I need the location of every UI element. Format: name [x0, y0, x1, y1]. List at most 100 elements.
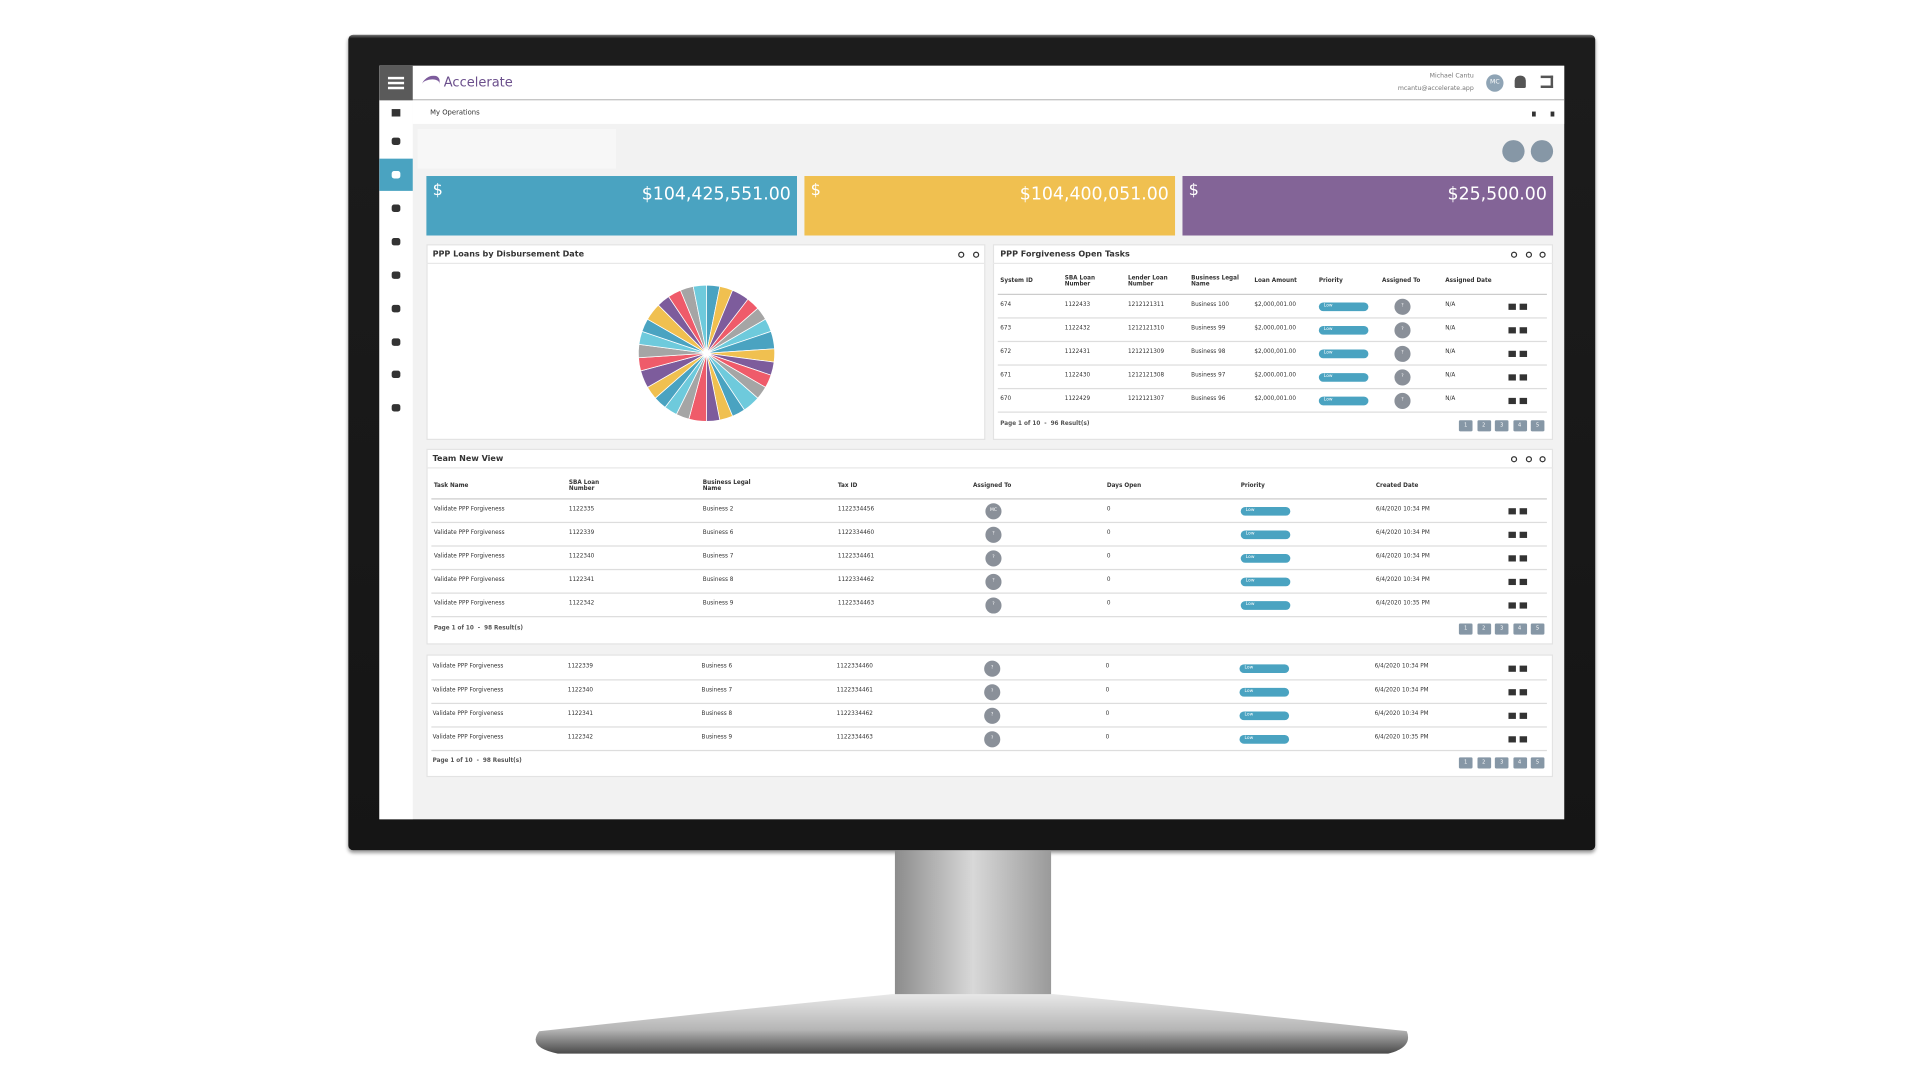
row-rule: [431, 568, 1547, 570]
priority-select[interactable]: [1240, 600, 1291, 610]
panel-control[interactable]: [1525, 250, 1533, 258]
panel-control[interactable]: [973, 250, 980, 258]
refresh-button[interactable]: [1502, 140, 1525, 163]
cell: 1122335: [568, 506, 595, 513]
row-action[interactable]: [1508, 712, 1516, 719]
page-button[interactable]: [1530, 622, 1545, 635]
cell: Business 7: [702, 553, 734, 560]
row-action[interactable]: [1508, 578, 1516, 585]
sidebar-icon[interactable]: [391, 109, 401, 117]
row-action[interactable]: [1519, 735, 1528, 742]
page-button[interactable]: [1458, 622, 1473, 635]
priority-select[interactable]: [1239, 734, 1290, 744]
row-action[interactable]: [1519, 554, 1528, 561]
sidebar-icon[interactable]: [391, 271, 401, 279]
row-action[interactable]: [1519, 712, 1528, 719]
header-rule: [997, 293, 1547, 296]
row-action[interactable]: [1508, 350, 1516, 357]
row-action[interactable]: [1508, 326, 1516, 333]
panel-control[interactable]: [1539, 250, 1546, 258]
page-button[interactable]: [1458, 419, 1473, 431]
column-header: Business Legal Name: [1191, 275, 1239, 288]
priority-select[interactable]: [1239, 687, 1290, 696]
row-action[interactable]: [1508, 507, 1516, 514]
column-header: Assigned To: [973, 483, 1012, 490]
page-button[interactable]: [1512, 419, 1527, 431]
row-action[interactable]: [1519, 688, 1528, 695]
row-action[interactable]: [1519, 303, 1528, 310]
nav-next[interactable]: [1550, 111, 1555, 117]
cell: Business 9: [702, 600, 734, 607]
priority-select[interactable]: [1318, 348, 1369, 358]
priority-select[interactable]: [1240, 576, 1291, 586]
panel-control[interactable]: [958, 250, 965, 258]
priority-select[interactable]: [1240, 529, 1291, 539]
page-button[interactable]: [1476, 622, 1491, 635]
panel-title: PPP Forgiveness Open Tasks: [1000, 248, 1130, 259]
row-action[interactable]: [1519, 601, 1528, 608]
page-button[interactable]: [1512, 622, 1527, 635]
priority-select[interactable]: [1318, 301, 1369, 311]
assignee-avatar: [984, 660, 1001, 677]
page-button[interactable]: [1458, 756, 1473, 768]
row-action[interactable]: [1508, 601, 1516, 608]
sidebar-icon[interactable]: [391, 204, 401, 212]
cell: 1122334463: [836, 734, 873, 741]
page-button[interactable]: [1494, 622, 1509, 635]
row-action[interactable]: [1508, 303, 1516, 310]
sidebar-icon[interactable]: [391, 404, 401, 412]
row-action[interactable]: [1508, 664, 1516, 672]
panel-control[interactable]: [1510, 455, 1518, 462]
sidebar-icon[interactable]: [391, 171, 401, 179]
row-action[interactable]: [1508, 531, 1516, 538]
cell: 0: [1106, 577, 1111, 584]
page-button[interactable]: [1494, 419, 1509, 431]
panel-rule: [426, 467, 1554, 469]
priority-select[interactable]: [1318, 372, 1369, 382]
bell-icon[interactable]: [1514, 75, 1526, 89]
page-button[interactable]: [1476, 419, 1491, 431]
cell: Validate PPP Forgiveness: [432, 734, 504, 741]
panel-control[interactable]: [1510, 250, 1518, 258]
page-button[interactable]: [1476, 756, 1491, 768]
monitor-neck: [894, 850, 1052, 1000]
sidebar-icon[interactable]: [391, 237, 401, 246]
sidebar-icon[interactable]: [391, 370, 401, 379]
panel-control[interactable]: [1525, 455, 1533, 462]
logout-icon[interactable]: [1540, 75, 1554, 89]
row-action[interactable]: [1519, 578, 1528, 585]
row-action[interactable]: [1508, 397, 1516, 404]
priority-select[interactable]: [1239, 663, 1290, 673]
priority-select[interactable]: [1318, 325, 1369, 335]
row-action[interactable]: [1519, 531, 1528, 538]
priority-select[interactable]: [1239, 710, 1290, 720]
row-action[interactable]: [1519, 350, 1528, 357]
cell: 0: [1106, 506, 1111, 513]
row-action[interactable]: [1508, 688, 1516, 695]
nav-prev[interactable]: [1532, 111, 1536, 117]
panel-control[interactable]: [1539, 455, 1546, 462]
cell: 0: [1106, 530, 1111, 537]
priority-select[interactable]: [1318, 396, 1369, 405]
sidebar-icon[interactable]: [391, 338, 401, 346]
sidebar-icon[interactable]: [391, 304, 401, 313]
row-action[interactable]: [1508, 373, 1516, 380]
row-action[interactable]: [1519, 507, 1528, 514]
page-button[interactable]: [1494, 756, 1509, 768]
row-action[interactable]: [1519, 397, 1528, 404]
row-action[interactable]: [1508, 735, 1516, 742]
page-button[interactable]: [1530, 419, 1545, 431]
assignee: ?: [991, 664, 994, 670]
priority-select[interactable]: [1240, 553, 1291, 563]
page-button[interactable]: [1530, 756, 1545, 768]
settings-button[interactable]: [1530, 140, 1554, 163]
sidebar-icon[interactable]: [391, 137, 401, 146]
assignee-avatar: [984, 683, 1001, 700]
row-action[interactable]: [1519, 326, 1528, 333]
row-action[interactable]: [1519, 373, 1528, 380]
row-action[interactable]: [1519, 664, 1528, 672]
row-action[interactable]: [1508, 554, 1516, 561]
page-button[interactable]: [1512, 756, 1527, 768]
priority-value: Low: [1245, 554, 1255, 560]
priority-select[interactable]: [1240, 506, 1291, 516]
